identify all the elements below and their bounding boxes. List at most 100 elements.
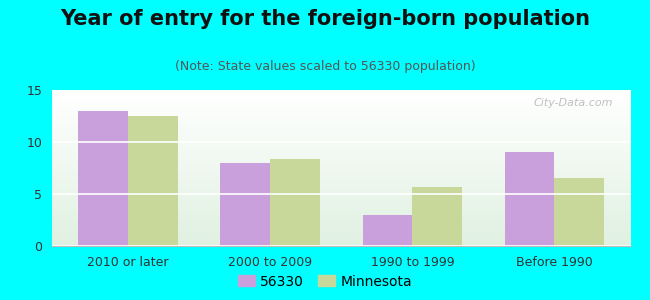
Bar [52, 90, 630, 92]
Bar [52, 148, 630, 149]
Bar [52, 104, 630, 106]
Bar [52, 176, 630, 177]
Bar [412, 187, 462, 246]
Bar [52, 243, 630, 244]
Bar [52, 128, 630, 129]
Bar [52, 109, 630, 110]
Bar [52, 103, 630, 104]
Bar [52, 198, 630, 199]
Bar [52, 169, 630, 171]
Bar [52, 227, 630, 229]
Bar [270, 159, 320, 246]
Bar [52, 241, 630, 243]
Bar [52, 212, 630, 213]
Bar [52, 232, 630, 233]
Bar [52, 121, 630, 123]
Bar [52, 223, 630, 224]
Bar [554, 178, 604, 246]
Bar [52, 92, 630, 93]
Bar [52, 93, 630, 95]
Bar [52, 235, 630, 237]
Bar [52, 193, 630, 194]
Bar [52, 196, 630, 198]
Bar [52, 171, 630, 173]
Bar [52, 204, 630, 206]
Bar [52, 130, 630, 132]
Bar [52, 157, 630, 159]
Bar [52, 99, 630, 101]
Bar [52, 226, 630, 227]
Bar [52, 155, 630, 157]
Bar [52, 96, 630, 98]
Bar [52, 165, 630, 166]
Bar [52, 244, 630, 246]
Bar [52, 174, 630, 176]
Bar [52, 190, 630, 191]
Bar [52, 124, 630, 126]
Bar [52, 110, 630, 112]
Bar [52, 182, 630, 184]
Text: City-Data.com: City-Data.com [534, 98, 613, 108]
Bar [504, 152, 554, 246]
Bar [52, 116, 630, 118]
Bar [52, 238, 630, 240]
Bar [52, 216, 630, 218]
Bar [128, 116, 178, 246]
Bar [52, 187, 630, 188]
Bar [52, 106, 630, 107]
Bar [52, 152, 630, 154]
Bar [52, 194, 630, 196]
Bar [52, 129, 630, 130]
Bar [52, 160, 630, 162]
Bar [52, 135, 630, 137]
Bar [52, 159, 630, 160]
Bar [52, 101, 630, 103]
Bar [52, 123, 630, 124]
Bar [52, 162, 630, 163]
Bar [52, 240, 630, 241]
Bar [52, 215, 630, 216]
Bar [52, 237, 630, 238]
Bar [52, 98, 630, 99]
Bar [52, 151, 630, 152]
Bar [52, 154, 630, 155]
Bar [52, 208, 630, 210]
Bar [52, 134, 630, 135]
Bar [52, 199, 630, 201]
Bar [52, 173, 630, 174]
Bar [52, 206, 630, 207]
Bar [52, 181, 630, 182]
Legend: 56330, Minnesota: 56330, Minnesota [234, 271, 416, 293]
Bar [52, 202, 630, 204]
Bar [52, 167, 630, 168]
Bar [52, 191, 630, 193]
Bar [52, 177, 630, 179]
Bar [363, 215, 412, 246]
Bar [52, 224, 630, 226]
Bar [52, 163, 630, 165]
Bar [52, 230, 630, 232]
Bar [52, 185, 630, 187]
Bar [52, 95, 630, 96]
Bar [52, 137, 630, 138]
Bar [52, 210, 630, 212]
Bar [52, 221, 630, 223]
Bar [52, 201, 630, 202]
Bar [52, 132, 630, 134]
Bar [52, 118, 630, 120]
Bar [52, 213, 630, 215]
Bar [52, 145, 630, 146]
Bar [52, 112, 630, 113]
Bar [52, 138, 630, 140]
Bar [52, 233, 630, 235]
Bar [52, 107, 630, 109]
Bar [52, 113, 630, 115]
Bar [52, 207, 630, 208]
Text: (Note: State values scaled to 56330 population): (Note: State values scaled to 56330 popu… [175, 60, 475, 73]
Bar [52, 146, 630, 148]
Bar [52, 115, 630, 116]
Text: Year of entry for the foreign-born population: Year of entry for the foreign-born popul… [60, 9, 590, 29]
Bar [52, 229, 630, 230]
Bar [52, 218, 630, 220]
Bar [52, 143, 630, 145]
